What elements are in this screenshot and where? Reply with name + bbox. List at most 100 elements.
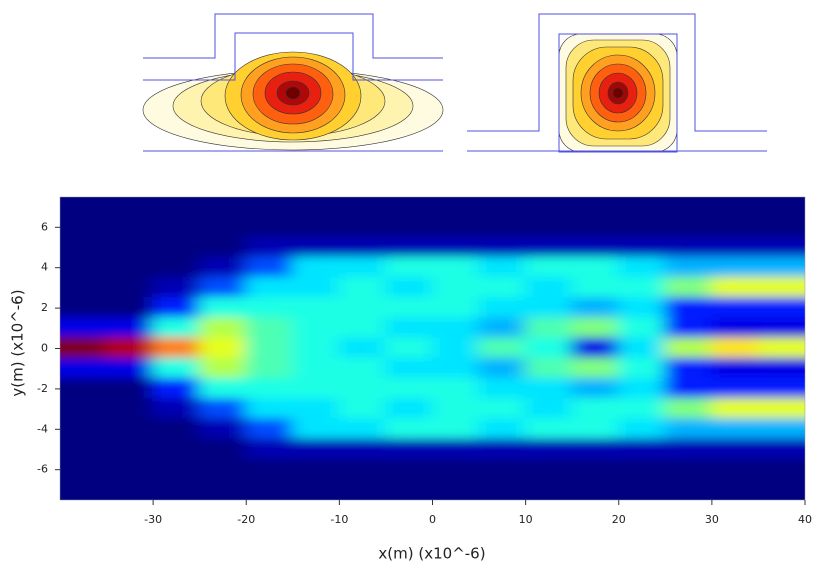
heat-cell [105,197,155,219]
heat-cell [431,317,481,340]
heat-cell [431,276,481,299]
heat-cell [431,377,481,400]
heat-cell [245,256,294,279]
heatmap [60,197,805,500]
heat-cell [757,377,805,400]
heat-cell [198,197,248,219]
heat-cell [710,256,760,279]
heat-cell [478,438,527,461]
heat-cell [431,197,481,219]
y-axis-label: y(m) (x10^-6) [9,289,27,396]
y-tick-label: 4 [41,261,48,274]
heat-cell [245,197,294,219]
heat-cell [60,317,108,340]
heat-cell [291,236,341,259]
heat-cell [478,317,527,340]
heat-cell [524,297,574,320]
heat-cell [571,276,620,299]
heat-cell [757,317,805,340]
heat-cell [198,418,248,441]
heat-cell [105,458,155,481]
heat-cell [291,197,341,219]
heat-cell [524,357,574,380]
heat-cell [105,256,155,279]
heat-cell [60,256,108,279]
heat-cell [291,297,341,320]
heat-cell [105,317,155,340]
heat-cell [245,216,294,239]
heat-cell [245,337,294,360]
heat-cell [152,236,201,259]
heat-cell [291,317,341,340]
heat-cell [431,297,481,320]
heat-cell [338,478,387,500]
heat-cell [338,398,387,421]
heat-cell [384,197,434,219]
heat-cell [664,236,713,259]
heat-cell [105,276,155,299]
heat-cell [384,377,434,400]
heat-cell [291,276,341,299]
heat-cell [617,276,667,299]
heatmap-cells [60,197,805,500]
heat-cell [617,317,667,340]
y-tick-label: -2 [37,382,48,395]
heat-cell [338,256,387,279]
heat-cell [384,236,434,259]
heat-cell [152,276,201,299]
heat-cell [198,478,248,500]
heat-cell [664,317,713,340]
heat-cell [710,276,760,299]
heat-cell [338,317,387,340]
heat-cell [245,236,294,259]
heat-cell [757,357,805,380]
heat-cell [571,216,620,239]
heat-cell [152,458,201,481]
heat-cell [291,357,341,380]
heat-cell [478,398,527,421]
heat-cell [710,418,760,441]
heat-cell [571,418,620,441]
heat-cell [710,317,760,340]
heat-cell [60,458,108,481]
heat-cell [105,337,155,360]
heat-cell [757,236,805,259]
heat-cell [338,236,387,259]
heat-cell [431,458,481,481]
heat-cell [384,357,434,380]
heat-cell [571,438,620,461]
heat-cell [291,458,341,481]
heat-cell [664,276,713,299]
heat-cell [524,276,574,299]
heat-cell [291,478,341,500]
heat-cell [152,418,201,441]
heat-cell [478,337,527,360]
heat-cell [105,357,155,380]
heat-cell [571,458,620,481]
heat-cell [710,236,760,259]
heat-cell [710,337,760,360]
y-tick-label: 0 [41,342,48,355]
heat-cell [384,276,434,299]
heat-cell [152,216,201,239]
heat-cell [384,478,434,500]
x-tick-label: 40 [798,513,812,526]
heat-cell [338,297,387,320]
x-tick-label: 30 [705,513,719,526]
heat-cell [757,197,805,219]
heat-cell [60,357,108,380]
heat-cell [478,197,527,219]
heat-cell [478,236,527,259]
heat-cell [571,256,620,279]
heat-cell [338,276,387,299]
heat-cell [198,236,248,259]
heat-cell [757,216,805,239]
heat-cell [478,458,527,481]
heat-cell [664,197,713,219]
heat-cell [524,337,574,360]
heat-cell [60,478,108,500]
heat-cell [571,236,620,259]
heat-cell [664,297,713,320]
heat-cell [757,297,805,320]
